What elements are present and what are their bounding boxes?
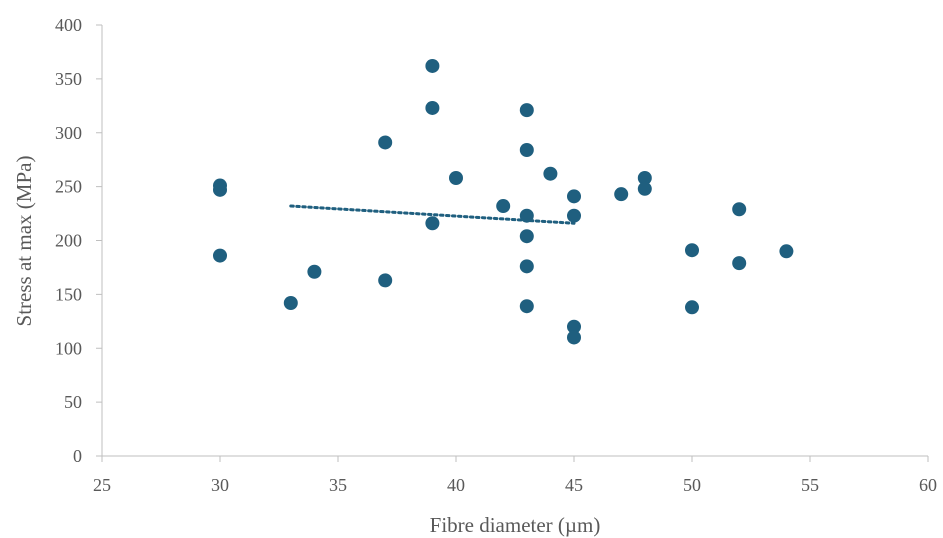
y-tick-label: 50	[64, 392, 82, 412]
data-point	[378, 273, 392, 287]
y-tick-label: 0	[73, 446, 82, 466]
data-point	[520, 103, 534, 117]
data-point	[685, 300, 699, 314]
data-point	[425, 101, 439, 115]
data-point	[567, 189, 581, 203]
data-point	[543, 167, 557, 181]
data-point	[378, 135, 392, 149]
x-tick-label: 60	[919, 475, 937, 495]
y-axis-title: Stress at max (MPa)	[12, 156, 36, 327]
x-tick-label: 35	[329, 475, 347, 495]
data-point	[520, 259, 534, 273]
data-point	[213, 183, 227, 197]
data-point	[449, 171, 463, 185]
data-point	[520, 209, 534, 223]
y-tick-label: 250	[55, 177, 82, 197]
data-point	[284, 296, 298, 310]
data-point	[567, 330, 581, 344]
x-axis-title: Fibre diameter (µm)	[430, 513, 601, 537]
y-tick-label: 400	[55, 15, 82, 35]
y-tick-label: 100	[55, 338, 82, 358]
x-tick-label: 45	[565, 475, 583, 495]
data-point	[425, 216, 439, 230]
data-point	[520, 229, 534, 243]
data-point	[614, 187, 628, 201]
data-point	[496, 199, 510, 213]
y-tick-label: 150	[55, 284, 82, 304]
data-point	[685, 243, 699, 257]
data-point	[779, 244, 793, 258]
y-tick-label: 350	[55, 69, 82, 89]
x-tick-label: 55	[801, 475, 819, 495]
data-point	[638, 182, 652, 196]
x-tick-label: 50	[683, 475, 701, 495]
y-tick-label: 300	[55, 123, 82, 143]
data-point	[567, 209, 581, 223]
data-points	[213, 59, 793, 345]
y-tick-label: 200	[55, 231, 82, 251]
data-point	[732, 256, 746, 270]
axes: 0 50 100 150 200 250 300 350 400 25 30 35 40 45 50 55 60	[55, 15, 937, 495]
data-point	[732, 202, 746, 216]
x-tick-label: 30	[211, 475, 229, 495]
data-point	[520, 143, 534, 157]
data-point	[425, 59, 439, 73]
data-point	[213, 249, 227, 263]
data-point	[307, 265, 321, 279]
x-tick-label: 40	[447, 475, 465, 495]
x-tick-label: 25	[93, 475, 111, 495]
data-point	[520, 299, 534, 313]
